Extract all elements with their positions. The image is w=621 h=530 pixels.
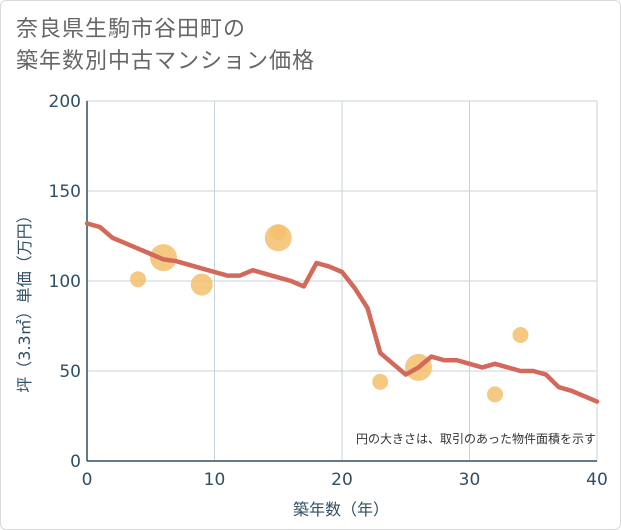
x-tick-label: 40	[586, 470, 608, 490]
average-price-line	[84, 221, 600, 404]
data-bubble	[487, 386, 503, 403]
y-tick-label: 0	[70, 452, 81, 472]
bubble-layer	[130, 224, 529, 403]
data-bubble	[512, 327, 529, 343]
y-tick-label: 200	[49, 92, 81, 112]
x-tick-label: 10	[204, 470, 226, 490]
x-axis-label: 築年数（年）	[293, 500, 389, 519]
bubble-size-note: 円の大きさは、取引のあった物件面積を示す	[356, 431, 596, 446]
x-tick-label: 30	[459, 470, 481, 490]
x-tick-label: 0	[82, 470, 93, 490]
data-bubble	[190, 273, 213, 296]
y-tick-label: 50	[59, 362, 81, 382]
data-bubble	[130, 271, 146, 288]
data-bubble	[270, 224, 287, 241]
chart-title-line-2: 築年数別中古マンション価格	[16, 49, 316, 74]
chart-title-line-1: 奈良県生駒市谷田町の	[16, 17, 247, 42]
x-tick-label: 20	[331, 470, 353, 490]
y-tick-label: 150	[49, 182, 81, 202]
data-bubble	[372, 373, 389, 390]
chart-title: 奈良県生駒市谷田町の 築年数別中古マンション価格	[16, 14, 315, 78]
trend-line-layer	[84, 221, 600, 404]
grid-layer	[86, 100, 598, 462]
y-axis-label: 坪（3.3㎡）単価（万円）	[15, 207, 34, 392]
y-tick-label: 100	[49, 272, 81, 292]
tick-layer: 0 50 100 150 200 0 10 20 30 40	[49, 92, 608, 490]
